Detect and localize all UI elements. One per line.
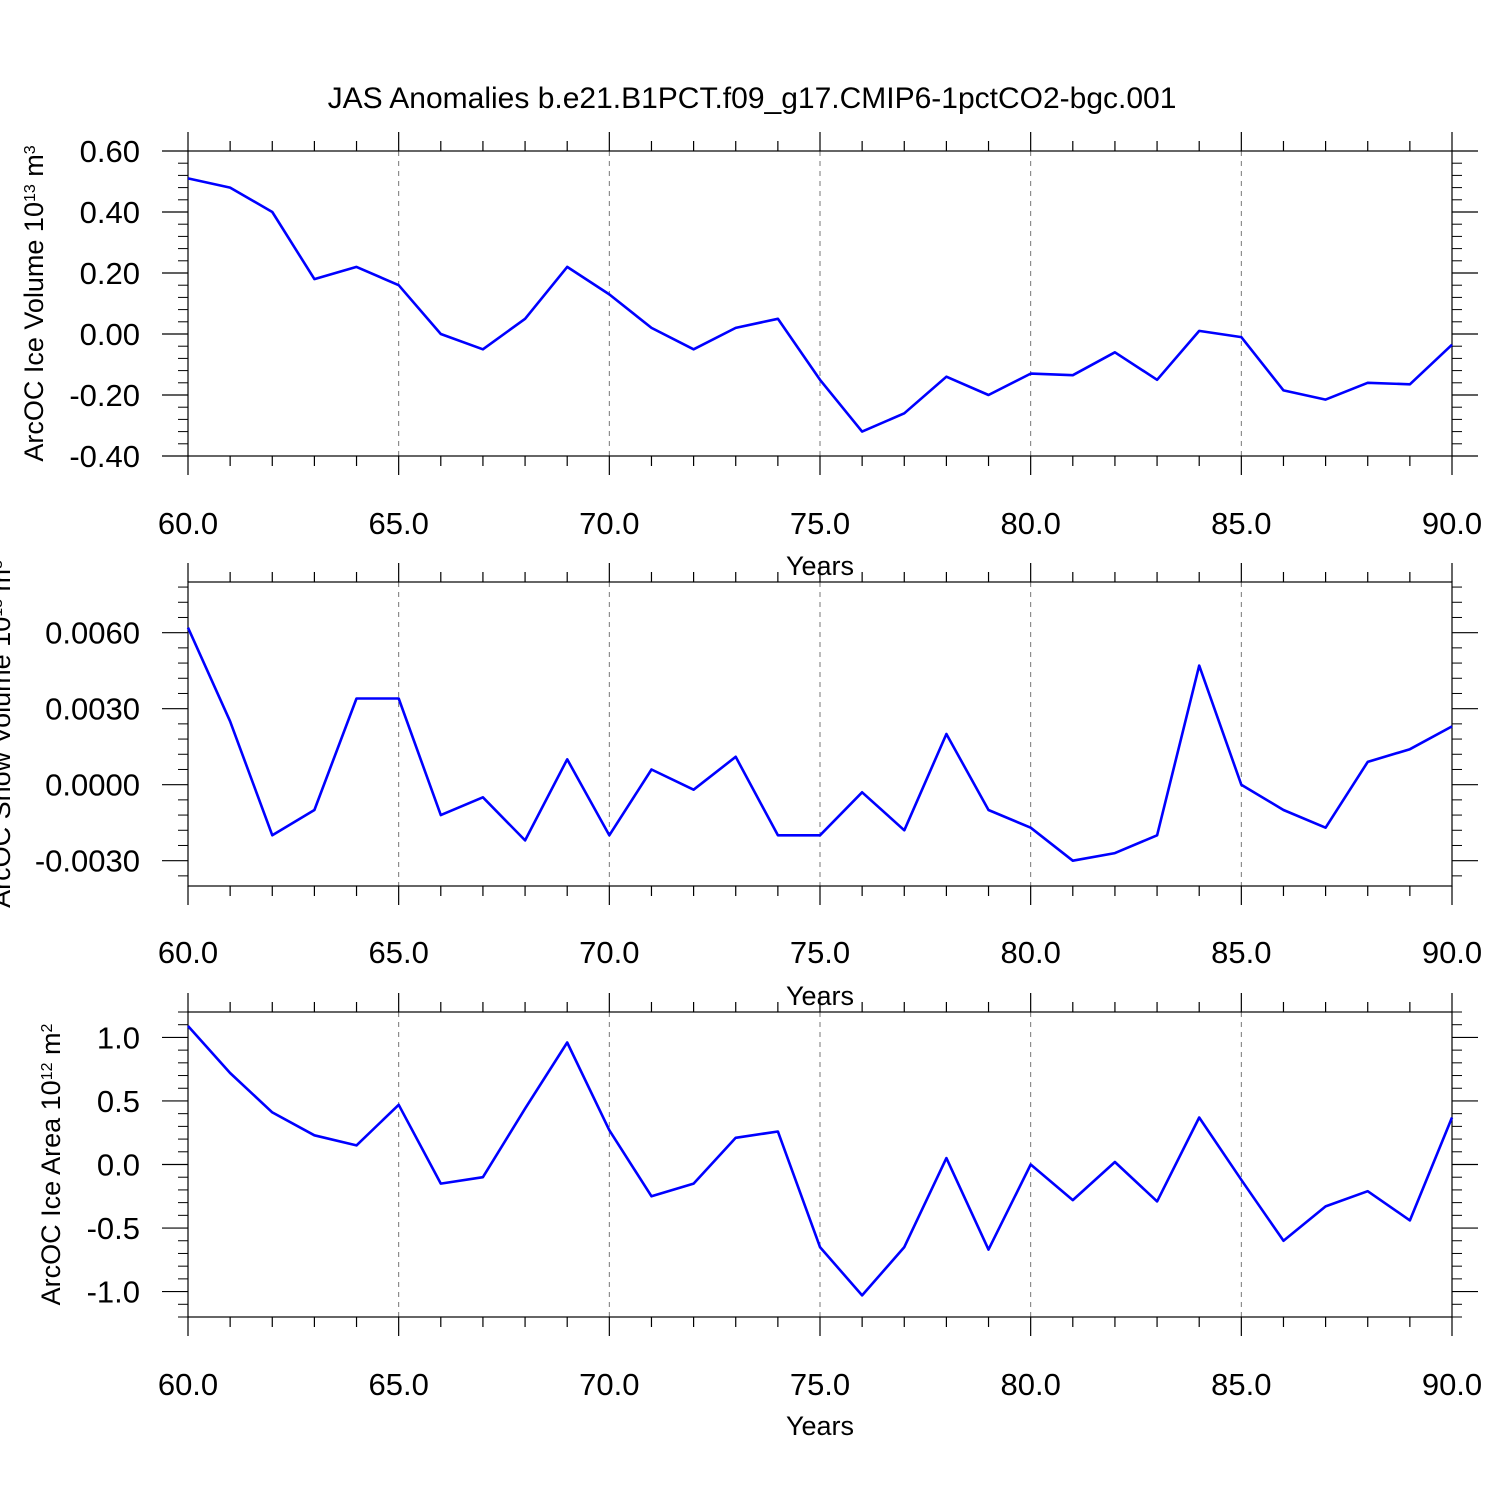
x-tick-label: 65.0 (368, 935, 428, 970)
y-tick-label: 0.60 (80, 134, 140, 169)
x-tick-label: 75.0 (790, 935, 850, 970)
y-tick-label: 0.0000 (45, 768, 140, 803)
x-tick-label: 75.0 (790, 1367, 850, 1402)
x-tick-label: 80.0 (1000, 1367, 1060, 1402)
x-tick-label: 85.0 (1211, 935, 1271, 970)
x-tick-label: 80.0 (1000, 935, 1060, 970)
x-tick-label: 85.0 (1211, 1367, 1271, 1402)
y-tick-label: 0.20 (80, 256, 140, 291)
y-tick-label: -0.20 (69, 378, 140, 413)
y-tick-label: 0.5 (97, 1084, 140, 1119)
figure-title: JAS Anomalies b.e21.B1PCT.f09_g17.CMIP6-… (328, 82, 1177, 115)
chart-panel-3: 60.0 65.0 70.0 75.0 80.0 85.0 90.0 -1.0 -0.5 0.0 0… (36, 993, 1482, 1441)
x-tick-label: 90.0 (1422, 935, 1482, 970)
y-axis-label: ArcOC Ice Area 1012 m2 (36, 1024, 66, 1306)
x-tick-label: 60.0 (158, 1367, 218, 1402)
x-tick-label: 65.0 (368, 1367, 428, 1402)
series-line (187, 1025, 1454, 1297)
y-tick-label: 0.40 (80, 195, 140, 230)
x-tick-label: 65.0 (368, 506, 428, 541)
series-line (186, 627, 1453, 863)
y-axis-label: ArcOC Snow Volume 1013 m3 (0, 560, 16, 908)
x-tick-label: 85.0 (1211, 506, 1271, 541)
y-tick-label: -1.0 (87, 1275, 140, 1310)
y-tick-label: 1.0 (97, 1020, 140, 1055)
x-tick-label: 90.0 (1422, 1367, 1482, 1402)
x-tick-label: 60.0 (158, 935, 218, 970)
y-tick-label: 0.0030 (45, 692, 140, 727)
x-axis-label: Years (786, 1411, 854, 1441)
x-tick-label: 70.0 (579, 1367, 639, 1402)
y-tick-label: 0.0060 (45, 616, 140, 651)
x-tick-label: 70.0 (579, 935, 639, 970)
y-tick-label: 0.00 (80, 317, 140, 352)
y-tick-label: -0.0030 (35, 844, 140, 879)
x-tick-label: 70.0 (579, 506, 639, 541)
x-tick-label: 80.0 (1000, 506, 1060, 541)
y-tick-label: 0.0 (97, 1148, 140, 1183)
panels: 60.0 65.0 70.0 75.0 80.0 85.0 90.0 -0.40 -0.20 0.… (0, 132, 1482, 1441)
series-line (187, 177, 1453, 433)
y-axis-label: ArcOC Ice Volume 1013 m3 (19, 145, 49, 461)
y-tick-label: -0.5 (87, 1211, 140, 1246)
x-tick-label: 90.0 (1422, 506, 1482, 541)
chart-panel-1: 60.0 65.0 70.0 75.0 80.0 85.0 90.0 -0.40 -0.20 0.… (19, 132, 1482, 581)
chart-panel-2: 60.0 65.0 70.0 75.0 80.0 85.0 90.0 -0.0030 0.000… (0, 560, 1482, 1011)
y-tick-label: -0.40 (69, 439, 140, 474)
x-tick-label: 60.0 (158, 506, 218, 541)
x-tick-label: 75.0 (790, 506, 850, 541)
